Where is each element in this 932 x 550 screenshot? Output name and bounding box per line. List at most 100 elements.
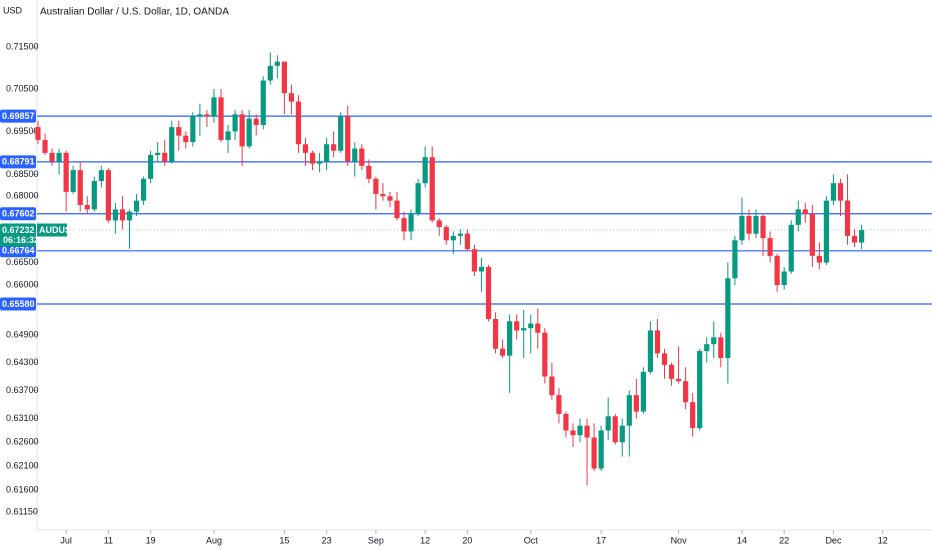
candle-body <box>401 218 407 232</box>
candle-body <box>584 425 590 438</box>
x-tick-label: Aug <box>206 535 222 545</box>
candle-body <box>732 240 738 279</box>
candle-body <box>478 267 485 272</box>
candle-body <box>626 395 632 426</box>
candle-body <box>387 196 393 201</box>
level-label: 0.69857 <box>2 111 35 121</box>
x-tick-label: 17 <box>596 535 606 545</box>
candle-body <box>345 116 351 162</box>
candle-body <box>492 319 499 349</box>
y-tick-label: 0.62100 <box>6 460 39 470</box>
y-tick-label: 0.64300 <box>6 357 39 367</box>
candle-body <box>556 395 562 414</box>
candle-body <box>739 216 745 241</box>
candle-body <box>795 209 801 225</box>
candle-body <box>148 155 154 179</box>
level-label: 0.65580 <box>2 299 35 309</box>
candle-body <box>633 395 639 412</box>
candle-body <box>394 200 400 219</box>
candle-body <box>528 323 534 329</box>
candle-body <box>169 127 175 162</box>
candle-body <box>591 437 597 469</box>
candle-body <box>471 249 478 272</box>
x-tick-label: 11 <box>104 535 113 545</box>
symbol-tag-bg <box>37 223 67 237</box>
candle-body <box>288 93 295 102</box>
candle-body <box>767 238 773 256</box>
candle-body <box>711 337 717 345</box>
candle-body <box>380 194 386 197</box>
candle-body <box>35 127 41 140</box>
x-tick-label: 23 <box>322 535 332 545</box>
candle-body <box>211 97 217 117</box>
candle-body <box>436 220 442 228</box>
candle-body <box>338 116 344 151</box>
candle-body <box>690 402 696 429</box>
countdown: 06:16:32 <box>3 235 39 245</box>
candle-body <box>281 61 287 94</box>
candle-body <box>84 205 90 210</box>
candle-body <box>457 233 463 236</box>
candle-body <box>823 200 830 263</box>
candle-body <box>675 378 682 382</box>
candle-body <box>661 353 668 365</box>
candle-body <box>760 216 766 239</box>
level-label-bg <box>0 244 36 258</box>
candle-body <box>577 425 583 436</box>
candle-body <box>697 351 703 429</box>
candle-body <box>507 321 513 356</box>
candle-body <box>422 157 428 184</box>
symbol-tag: AUDUSD <box>39 225 78 235</box>
candle-body <box>176 127 182 136</box>
candle-body <box>499 348 506 356</box>
x-tick-label: 19 <box>146 535 156 545</box>
x-tick-label: 20 <box>462 535 472 545</box>
candle-body <box>514 321 520 331</box>
x-tick-label: 14 <box>737 535 747 545</box>
level-label: 0.68791 <box>2 157 35 167</box>
candle-body <box>366 165 372 179</box>
candle-body <box>77 170 83 206</box>
candle-body <box>63 152 69 192</box>
chart-title: Australian Dollar / U.S. Dollar, 1D, OAN… <box>40 7 229 18</box>
candle-body <box>443 227 449 241</box>
x-tick-label: 22 <box>779 535 789 545</box>
candle-body <box>162 152 168 162</box>
candle-body <box>133 200 140 212</box>
y-unit: USD <box>3 5 23 15</box>
candle-body <box>274 61 280 66</box>
candle-body <box>859 230 865 243</box>
candle-body <box>295 101 302 145</box>
candle-body <box>239 114 245 147</box>
y-tick-label: 0.63700 <box>6 385 39 395</box>
candle-body <box>598 430 604 469</box>
x-tick-label: Dec <box>825 535 842 545</box>
candle-body <box>119 209 126 221</box>
candle-body <box>485 267 492 320</box>
candle-body <box>429 157 435 221</box>
candle-body <box>126 211 133 221</box>
candle-body <box>218 97 224 140</box>
candle-body <box>521 328 527 331</box>
candle-body <box>781 271 787 286</box>
candle-body <box>309 152 316 164</box>
candle-body <box>746 216 752 234</box>
candle-body <box>640 371 646 412</box>
x-tick-label: Sep <box>368 535 384 545</box>
y-tick-label: 0.71500 <box>6 41 39 51</box>
candle-body <box>316 161 323 164</box>
level-label-bg <box>0 297 36 311</box>
level-label-bg <box>0 207 36 221</box>
candle-body <box>704 344 710 352</box>
candle-body <box>267 65 273 81</box>
y-tick-label: 0.68000 <box>6 191 39 201</box>
candle-body <box>753 216 759 234</box>
candle-body <box>464 233 470 250</box>
x-tick-label: Oct <box>524 535 539 545</box>
y-tick-label: 0.69500 <box>6 126 39 136</box>
x-tick-label: 12 <box>878 535 888 545</box>
candle-body <box>788 224 794 272</box>
candle-body <box>809 213 815 256</box>
candle-body <box>683 381 689 403</box>
